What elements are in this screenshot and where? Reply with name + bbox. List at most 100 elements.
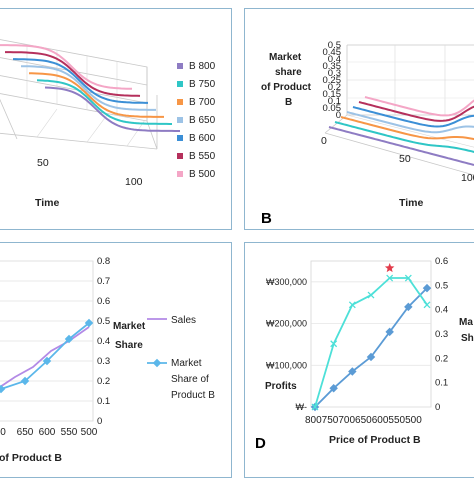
chart-c: 00.10.20.30.40.50.60.70.8 0 650 600 550 500 … [0,256,215,464]
y-tick-b-0.15: 0.15 [323,89,342,100]
y2-label-line-2: Share [115,340,143,351]
y2-tick-c-0.4: 0.4 [97,336,110,347]
series-line-b-600 [13,58,148,104]
legend-a: B 800 B 750 B 700 B 650 B 600 B 550 B 500 [177,61,216,180]
legend-swatch-b-750 [177,81,183,87]
series-line-b-800 [44,86,180,132]
x-ticks-c: 0 650 600 550 500 [0,427,98,438]
y-tick-b-0.05: 0.05 [323,103,342,114]
y-tick-d-3: ₩300,000 [266,277,307,287]
y-tick-b-0.35: 0.35 [323,61,342,72]
y-label-line-1: Market [269,52,302,63]
series-line-b-0 [328,126,474,166]
y2-ticks-c: 0 0.1 0.2 0.3 0.4 0.5 0.6 0.7 0.8 [97,256,110,427]
legend-swatch-b-650 [177,117,183,123]
legend-label-b-700: B 700 [189,97,216,108]
y2-label-line-1: Market [113,321,146,332]
y2-axis-label-c: Market Share [113,321,146,351]
x-tick-100: 100 [125,176,143,188]
series-line-b-500 [0,44,133,90]
chart-a: B 800 B 750 B 700 B 650 B 600 B 550 B 500 50 1… [0,39,216,209]
y-tick-d-0: ₩- [296,402,308,412]
chart-d: ₩- ₩100,000 ₩200,000 ₩300,000 0 0.1 0.2 0.3 0.4… [255,256,474,452]
x-tick-50: 50 [399,153,411,165]
x-tick-c-650: 650 [17,427,34,438]
y-label-line-4: B [285,97,292,108]
y2-tick-d-0.4: 0.4 [435,305,448,316]
gridlines-d [311,281,431,408]
y-tick-b-0.25: 0.25 [323,75,342,86]
y2-tick-c-0.8: 0.8 [97,256,110,267]
y2-tick-c-0: 0 [97,416,102,427]
y-tick-b-0.45: 0.45 [323,47,342,58]
y-label-line-3: of Product [261,82,312,93]
legend-swatch-b-700 [177,99,183,105]
series-d [310,263,432,412]
legend-label-b-650: B 650 [189,115,216,126]
point-profits [348,367,357,376]
series-line-b-2 [340,116,474,141]
series-c [0,318,94,394]
x-tick-c-0: 0 [0,427,6,438]
y-axis-label-d: Profits [265,381,297,392]
x-tick-50: 50 [37,157,49,169]
x-axis-label-a: Time [35,197,59,209]
y2-tick-d-0.2: 0.2 [435,353,448,364]
point-profits [422,283,432,293]
legend-swatch-b-500 [177,171,183,177]
point-share [84,318,94,328]
grid-3d [0,39,158,150]
series-line-b-650 [21,65,156,111]
y-ticks-d: ₩- ₩100,000 ₩200,000 ₩300,000 [266,277,307,412]
point-market-share [330,340,338,348]
point-market-share [423,301,431,309]
legend-c: Sales Market Share of Product B [147,315,215,401]
series-line-b-1 [334,121,474,153]
y2-tick-d-0.6: 0.6 [435,256,448,267]
y2-tick-c-0.5: 0.5 [97,316,110,327]
series-line-b-3 [346,111,474,134]
legend-swatch-b-600 [177,135,183,141]
optimum-star-icon [384,263,395,273]
y2-tick-d-0.5: 0.5 [435,280,448,291]
series-lines-a [0,44,180,132]
point-profits [329,383,338,393]
legend-label-b-500: B 500 [189,169,216,180]
y2-ticks-d: 0 0.1 0.2 0.3 0.4 0.5 0.6 [435,256,448,413]
y-axis-label-b: Market share of Product B [261,52,312,108]
legend-swatch-b-550 [177,153,183,159]
legend-label-b-800: B 800 [189,61,216,72]
y2-tick-c-0.1: 0.1 [97,396,110,407]
panel-a: B 800 B 750 B 700 B 650 B 600 B 550 B 500 50 1… [0,8,232,230]
x-axis-label-d: Price of Product B [329,434,421,446]
point-share [64,334,74,344]
plot-frame-d [310,260,432,408]
point-market-share [348,301,356,309]
x-ticks-d-row: 800750700650600550500 [305,415,422,426]
y-label-line-2: share [275,67,302,78]
y2-tick-d-0: 0 [435,402,440,413]
point-market-share [404,274,412,282]
series-line-b-550 [5,51,141,97]
y-tick-b-0: 0 [336,110,341,121]
legend-label-b-600: B 600 [189,133,216,144]
point-market-share [386,274,394,282]
y-tick-b-0.1: 0.1 [328,96,341,107]
x-tick-c-550: 550 [61,427,78,438]
y-ticks-b: 00.050.10.150.20.250.30.350.40.450.5 [323,40,342,121]
y2-tick-c-0.7: 0.7 [97,276,110,287]
point-share [20,376,30,386]
panel-b: Market share of Product B 0 0.05 0.1 0.15 0.… [244,8,474,230]
y2-tick-d-0.3: 0.3 [435,329,448,340]
x-tick-0: 0 [321,135,327,147]
point-share [0,384,6,394]
x-ticks-d: 800750700650600550500 [305,415,422,426]
y-tick-b-0.5: 0.5 [328,40,341,51]
y-tick-b-0.2: 0.2 [328,82,341,93]
chart-b: Market share of Product B 00.050.10.150.… [261,40,474,227]
y2-tick-d-0.1: 0.1 [435,378,448,389]
panel-d: ₩- ₩100,000 ₩200,000 ₩300,000 0 0.1 0.2 0.3 0.4… [244,242,474,478]
x-tick-c-600: 600 [39,427,56,438]
x-tick-c-500: 500 [81,427,98,438]
point-market-share [311,403,319,411]
